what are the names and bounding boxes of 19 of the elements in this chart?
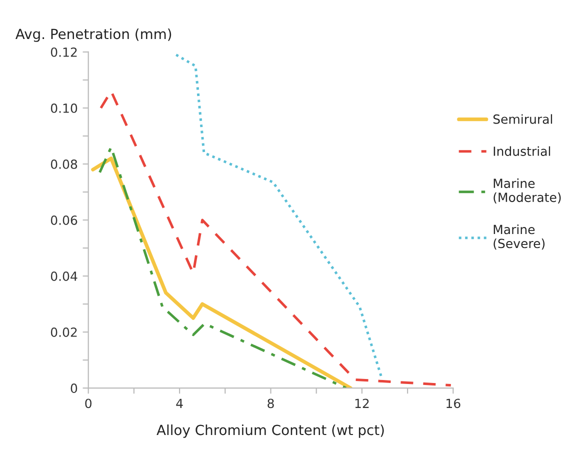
x-tick-label: 8 (268, 398, 274, 408)
y-tick-label: 0.08 (50, 159, 78, 169)
legend-label: Marine (Severe) (494, 224, 545, 250)
x-tick-label: 4 (176, 398, 183, 408)
y-tick-label: 0.06 (50, 215, 78, 225)
x-tick-label: 0 (85, 398, 92, 408)
y-tick-label: 0.12 (50, 47, 77, 57)
y-tick-label: 0.02 (50, 328, 77, 337)
legend-label: Marine (Moderate) (494, 178, 561, 204)
y-tick-label: 0.04 (50, 272, 78, 281)
y-tick-label: 0.10 (50, 103, 78, 113)
x-axis-title: Alloy Chromium Content (wt pct) (156, 424, 384, 438)
x-tick-label: 12 (355, 398, 369, 408)
legend-label: Industrial (494, 146, 550, 156)
legend-label: Semirural (493, 114, 552, 124)
y-tick-label: 0 (70, 384, 78, 393)
x-tick-label: 16 (446, 398, 460, 408)
y-axis-title: Avg. Penetration (mm) (16, 28, 172, 42)
line-series (174, 54, 383, 378)
